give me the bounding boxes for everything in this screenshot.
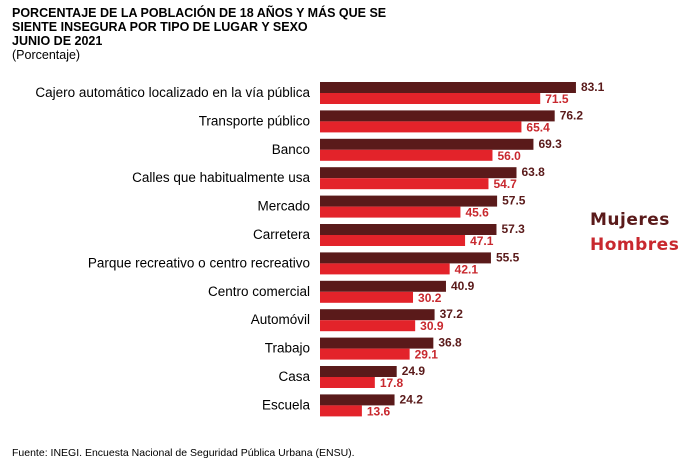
value-label-mujeres: 57.5 <box>502 194 526 208</box>
value-label-mujeres: 40.9 <box>451 279 475 293</box>
value-label-hombres: 13.6 <box>367 404 391 418</box>
category-label: Banco <box>272 142 310 157</box>
legend-hombres: Hombres <box>590 235 680 255</box>
value-label-mujeres: 24.9 <box>402 364 426 378</box>
chart-subtitle: (Porcentaje) <box>12 48 81 62</box>
value-label-mujeres: 55.5 <box>496 250 520 264</box>
bar-mujeres <box>320 337 434 349</box>
bar-hombres <box>320 348 410 360</box>
bar-hombres <box>320 405 362 417</box>
bar-hombres <box>320 377 375 388</box>
legend-mujeres: Mujeres <box>590 210 670 230</box>
bar-mujeres <box>320 280 446 292</box>
category-label: Cajero automático localizado en la vía p… <box>35 85 310 100</box>
category-label: Calles que habitualmente usa <box>132 170 310 185</box>
category-label: Casa <box>278 369 310 384</box>
category-label: Automóvil <box>251 312 310 327</box>
bar-mujeres <box>320 138 534 150</box>
category-label: Mercado <box>257 199 310 214</box>
bar-mujeres <box>320 394 395 406</box>
value-label-mujeres: 63.8 <box>522 165 546 179</box>
value-label-hombres: 54.7 <box>493 177 517 191</box>
value-label-hombres: 42.1 <box>455 262 479 276</box>
value-label-hombres: 17.8 <box>380 376 404 390</box>
chart-title-block: PORCENTAJE DE LA POBLACIÓN DE 18 AÑOS Y … <box>12 6 386 63</box>
bar-hombres <box>320 291 414 303</box>
bar-mujeres <box>320 195 498 207</box>
value-label-hombres: 45.6 <box>465 206 489 220</box>
value-label-hombres: 47.1 <box>470 234 494 248</box>
value-label-hombres: 71.5 <box>545 92 569 106</box>
category-label: Trabajo <box>265 341 310 356</box>
category-label: Parque recreativo o centro recreativo <box>88 255 310 270</box>
bar-mujeres <box>320 252 491 264</box>
chart-title-line-3: JUNIO DE 2021 <box>12 34 103 48</box>
value-label-mujeres: 76.2 <box>560 108 584 122</box>
value-label-mujeres: 36.8 <box>438 336 462 350</box>
value-label-hombres: 30.2 <box>418 291 442 305</box>
legend: Mujeres Hombres <box>590 208 679 258</box>
bar-mujeres <box>320 224 497 235</box>
bar-mujeres <box>320 309 435 321</box>
category-label: Carretera <box>253 227 311 242</box>
source-note: Fuente: INEGI. Encuesta Nacional de Segu… <box>12 447 355 459</box>
category-label: Transporte público <box>199 113 310 128</box>
value-label-hombres: 65.4 <box>526 120 550 134</box>
bar-hombres <box>320 178 489 190</box>
chart-title-line-2: SIENTE INSEGURA POR TIPO DE LUGAR Y SEXO <box>12 20 308 34</box>
bar-hombres <box>320 263 450 275</box>
value-label-hombres: 29.1 <box>415 348 439 362</box>
bar-mujeres <box>320 366 397 377</box>
bar-mujeres <box>320 82 576 93</box>
value-label-mujeres: 24.2 <box>400 392 424 406</box>
value-label-hombres: 30.9 <box>420 319 444 333</box>
chart-title-line-1: PORCENTAJE DE LA POBLACIÓN DE 18 AÑOS Y … <box>12 6 387 20</box>
bar-mujeres <box>320 110 555 122</box>
value-label-mujeres: 57.3 <box>501 222 525 236</box>
bar-hombres <box>320 320 416 332</box>
bar-mujeres <box>320 167 517 179</box>
value-label-hombres: 56.0 <box>497 149 521 163</box>
category-label: Centro comercial <box>208 284 310 299</box>
value-label-mujeres: 83.1 <box>581 80 605 94</box>
bar-hombres <box>320 206 461 218</box>
value-label-mujeres: 69.3 <box>538 137 562 151</box>
bar-hombres <box>320 93 541 104</box>
bar-hombres <box>320 121 522 133</box>
category-label: Escuela <box>262 397 311 412</box>
bar-hombres <box>320 235 466 246</box>
value-label-mujeres: 37.2 <box>440 307 464 321</box>
bar-hombres <box>320 149 493 161</box>
